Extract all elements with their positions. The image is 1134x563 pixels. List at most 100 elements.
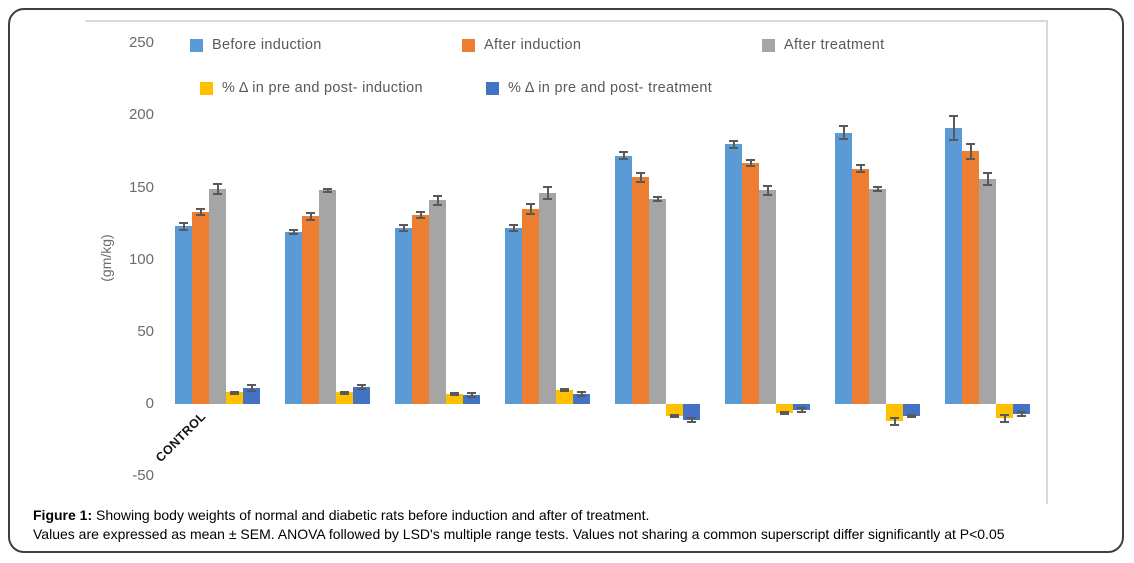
error-bar: [306, 212, 315, 221]
error-bar: [797, 406, 806, 413]
error-bar: [289, 229, 298, 236]
error-bar: [856, 164, 865, 174]
bar: [412, 214, 429, 404]
legend-swatch-pct-treatment-icon: [486, 81, 499, 95]
error-bar: [873, 186, 882, 192]
error-bar: [357, 383, 366, 390]
error-bar: [467, 392, 476, 399]
error-bar: [729, 139, 738, 149]
bar: [556, 389, 573, 404]
error-bar: [247, 383, 256, 393]
figure-border: [8, 8, 1124, 553]
legend-swatch-pct-induction-icon: [200, 81, 213, 95]
legend-item-pct-induction: % Δ in pre and post- induction: [200, 80, 423, 96]
error-bar: [890, 416, 899, 426]
error-bar: [340, 391, 349, 395]
bar: [573, 393, 590, 404]
plot-frame: [85, 20, 1048, 504]
bar: [725, 144, 742, 404]
bar: [852, 168, 869, 404]
bar: [285, 232, 302, 404]
bars-layer: [85, 20, 1048, 504]
error-bar: [670, 414, 679, 419]
bar: [209, 188, 226, 404]
bar: [1013, 404, 1030, 415]
y-tick-label: 0: [145, 395, 154, 412]
y-tick-label: -50: [132, 467, 154, 485]
bar: [759, 190, 776, 404]
error-bar: [619, 151, 628, 161]
y-tick-label: 200: [128, 106, 154, 124]
error-bar: [323, 187, 332, 194]
bar: [336, 392, 353, 404]
legend-item-before-induction: Before induction: [190, 37, 322, 53]
bar: [522, 209, 539, 404]
bar: [226, 392, 243, 404]
legend-item-after-treatment: After treatment: [762, 37, 884, 53]
error-bar: [399, 223, 408, 233]
error-bar: [526, 203, 535, 215]
error-bar: [1000, 414, 1009, 423]
bar: [945, 128, 962, 404]
bar: [649, 199, 666, 404]
bar: [615, 155, 632, 404]
caption-line2: Values are expressed as mean ± SEM. ANOV…: [33, 526, 1005, 542]
bar: [742, 162, 759, 404]
caption-figure-number: Figure 1:: [33, 507, 93, 523]
legend-label: Before induction: [212, 37, 322, 53]
y-tick-label: 250: [128, 34, 154, 52]
y-tick-label: 100: [128, 250, 154, 268]
error-bar: [653, 196, 662, 202]
bar: [463, 395, 480, 404]
bar: [869, 188, 886, 404]
error-bar: [983, 171, 992, 187]
error-bar: [907, 414, 916, 419]
bar: [429, 200, 446, 404]
bar: [539, 193, 556, 404]
error-bar: [1017, 411, 1026, 417]
error-bar: [966, 142, 975, 161]
bar: [446, 393, 463, 404]
error-bar: [433, 194, 442, 207]
legend-swatch-after-treatment-icon: [762, 38, 775, 52]
bar: [962, 151, 979, 404]
error-bar: [763, 184, 772, 197]
error-bar: [543, 186, 552, 201]
bar: [505, 227, 522, 404]
y-tick-label: 150: [128, 178, 154, 196]
bar: [903, 404, 920, 416]
bar: [776, 404, 793, 413]
error-bar: [746, 158, 755, 168]
legend-label: % Δ in pre and post- treatment: [508, 80, 713, 96]
y-tick-label: 50: [137, 322, 154, 340]
bar: [683, 404, 700, 420]
error-bar: [416, 210, 425, 220]
error-bar: [577, 391, 586, 397]
legend-label: After induction: [484, 37, 582, 53]
bar: [666, 404, 683, 416]
error-bar: [687, 416, 696, 423]
legend-item-after-induction: After induction: [462, 37, 581, 53]
error-bar: [636, 171, 645, 184]
error-bar: [179, 222, 188, 231]
bar: [395, 227, 412, 404]
legend-item-pct-treatment: % Δ in pre and post- treatment: [486, 80, 712, 96]
bar: [175, 226, 192, 404]
bar: [835, 132, 852, 404]
bar: [979, 178, 996, 404]
error-bar: [213, 183, 222, 195]
legend-swatch-after-induction-icon: [462, 38, 475, 52]
legend-label: % Δ in pre and post- induction: [222, 80, 423, 96]
error-bar: [780, 411, 789, 416]
error-bar: [230, 391, 239, 395]
bar: [192, 212, 209, 404]
error-bar: [839, 125, 848, 140]
bar: [632, 177, 649, 404]
bar: [353, 386, 370, 404]
figure-caption: Figure 1: Showing body weights of normal…: [33, 506, 1108, 544]
bar: [302, 216, 319, 404]
legend-swatch-before-induction-icon: [190, 38, 203, 52]
caption-line1: Showing body weights of normal and diabe…: [92, 507, 650, 523]
error-bar: [949, 115, 958, 142]
